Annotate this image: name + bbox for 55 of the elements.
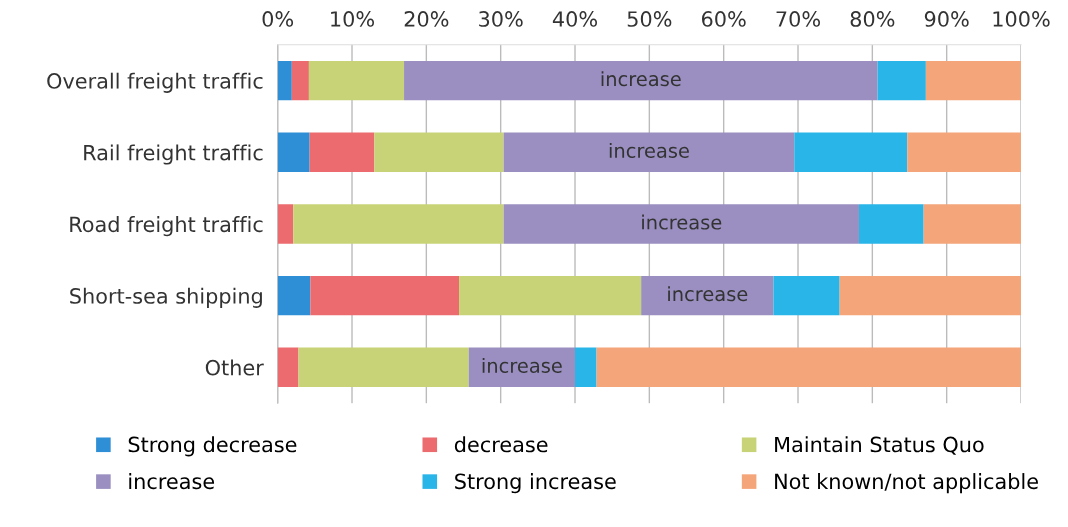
bar	[907, 132, 1022, 173]
bar	[308, 60, 405, 101]
y-tick-label: Rail freight traffic	[84, 144, 263, 165]
bar	[877, 60, 926, 101]
x-tick-label: 90%	[924, 11, 969, 27]
bar	[310, 275, 460, 316]
bar	[309, 132, 375, 173]
legend-label: Not known/not applicable	[775, 473, 1038, 494]
legend-label: Strong decrease	[128, 436, 297, 457]
bar	[794, 132, 908, 173]
bar	[404, 60, 878, 101]
bar	[858, 204, 924, 244]
bar	[773, 275, 840, 316]
x-tick-label: 100%	[993, 11, 1050, 27]
bar	[293, 204, 504, 244]
bar	[923, 204, 1022, 244]
data-label: increase	[642, 214, 722, 230]
x-tick-label: 70%	[776, 11, 821, 27]
y-tick-label: Short-sea shipping	[70, 287, 262, 308]
data-label: increase	[482, 357, 562, 373]
x-tick-label: 50%	[627, 11, 672, 27]
bar	[277, 275, 311, 316]
x-tick-label: 10%	[331, 11, 375, 27]
bar	[503, 204, 859, 244]
y-tick-label: Road freight traffic	[70, 216, 263, 237]
x-tick-label: 60%	[701, 11, 746, 27]
bar	[925, 60, 1022, 101]
legend-label: Maintain Status Quo	[775, 436, 984, 455]
data-label: increase	[668, 286, 748, 302]
bar	[277, 132, 310, 173]
x-tick-label: 80%	[850, 11, 895, 27]
bar	[503, 132, 795, 173]
data-label: increase	[609, 142, 689, 158]
bar	[298, 347, 469, 388]
legend-label: Strong increase	[455, 473, 616, 494]
bar	[277, 60, 292, 101]
y-tick-label: Overall freight traffic	[47, 72, 263, 93]
bar	[575, 347, 597, 388]
bar	[839, 275, 1022, 316]
x-tick-label: 30%	[479, 11, 523, 27]
legend-label: decrease	[454, 436, 548, 453]
bar	[459, 275, 642, 316]
bar	[291, 60, 309, 101]
y-tick-label: Other	[205, 359, 264, 376]
bar	[596, 347, 1022, 388]
x-tick-label: 20%	[404, 11, 449, 27]
bar	[468, 347, 576, 388]
legend-label: increase	[129, 473, 215, 490]
x-tick-label: 0%	[262, 11, 294, 27]
x-tick-label: 40%	[552, 11, 598, 27]
bar	[374, 132, 504, 173]
bar	[277, 204, 294, 244]
data-label: increase	[601, 71, 681, 87]
bar	[277, 347, 299, 388]
bar	[641, 275, 774, 316]
